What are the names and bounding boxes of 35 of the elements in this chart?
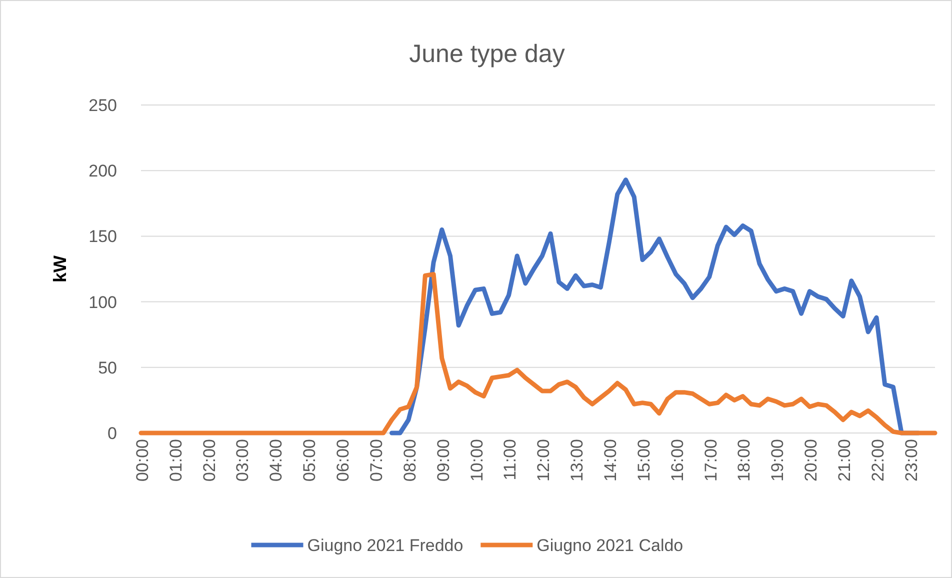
x-tick-label: 07:00 xyxy=(366,439,386,482)
x-tick-label: 11:00 xyxy=(500,439,520,480)
x-tick-label: 04:00 xyxy=(266,439,286,482)
y-tick-label: 0 xyxy=(108,424,117,443)
x-tick-label: 08:00 xyxy=(400,439,420,482)
x-tick-label: 13:00 xyxy=(568,439,587,482)
legend-label: Giugno 2021 Freddo xyxy=(307,536,464,555)
x-tick-label: 22:00 xyxy=(868,439,888,482)
x-tick-label: 14:00 xyxy=(600,439,620,482)
y-tick-label: 150 xyxy=(88,227,117,246)
y-axis-title: kW xyxy=(50,255,70,282)
x-tick-label: 06:00 xyxy=(334,439,353,482)
x-tick-label: 10:00 xyxy=(467,439,486,482)
x-tick-label: 03:00 xyxy=(233,439,252,482)
x-tick-label: 16:00 xyxy=(668,439,687,482)
line-series xyxy=(138,272,938,436)
x-tick-label: 21:00 xyxy=(835,439,854,482)
x-tick-label: 17:00 xyxy=(701,439,720,482)
x-tick-label: 19:00 xyxy=(768,439,788,482)
x-tick-label: 23:00 xyxy=(902,439,921,482)
x-tick-label: 12:00 xyxy=(534,439,554,482)
legend-label: Giugno 2021 Caldo xyxy=(536,536,684,555)
x-tick-label: 09:00 xyxy=(434,439,453,482)
y-tick-label: 50 xyxy=(98,358,117,378)
x-tick-label: 01:00 xyxy=(166,439,186,482)
y-tick-label: 250 xyxy=(88,96,117,115)
x-tick-label: 00:00 xyxy=(132,439,152,482)
x-tick-label: 02:00 xyxy=(200,439,219,482)
x-tick-label: 20:00 xyxy=(802,439,821,482)
y-tick-label: 100 xyxy=(88,292,117,312)
x-tick-label: 18:00 xyxy=(734,439,754,482)
y-tick-label: 200 xyxy=(88,162,117,181)
x-tick-label: 15:00 xyxy=(634,439,654,482)
chart-title: June type day xyxy=(409,40,566,68)
x-tick-label: 05:00 xyxy=(300,439,320,482)
